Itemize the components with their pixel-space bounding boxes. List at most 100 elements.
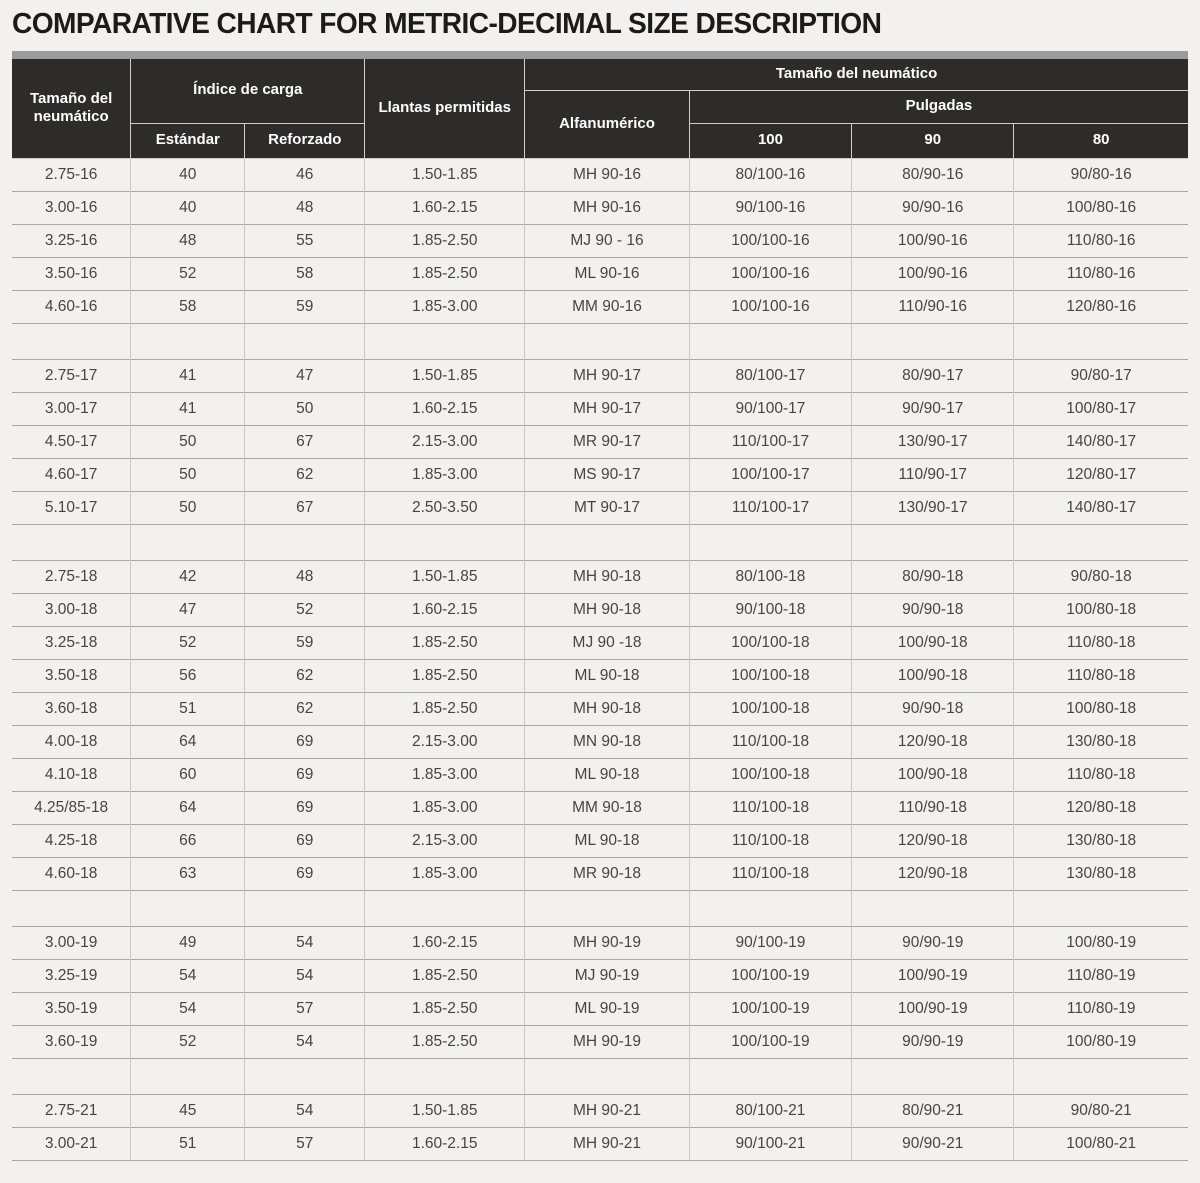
cell: 110/90-16 bbox=[851, 289, 1014, 323]
empty-cell bbox=[12, 322, 131, 359]
table-row: 3.00-17 41 50 1.60-2.15 MH 90-17 90/100-17 90/… bbox=[12, 391, 1188, 425]
cell: 60 bbox=[130, 757, 245, 791]
cell: 1.50-1.85 bbox=[364, 157, 525, 191]
spacer-row bbox=[12, 1057, 1188, 1094]
empty-cell bbox=[244, 889, 365, 926]
cell: 1.85-2.50 bbox=[364, 958, 525, 992]
cell: 1.85-2.50 bbox=[364, 991, 525, 1025]
cell: 110/80-16 bbox=[1013, 223, 1188, 257]
cell: 50 bbox=[130, 490, 245, 524]
cell: 40 bbox=[130, 190, 245, 224]
cell: 51 bbox=[130, 691, 245, 725]
cell: MH 90-17 bbox=[524, 391, 690, 425]
cell: 120/80-18 bbox=[1013, 790, 1188, 824]
cell: 4.25/85-18 bbox=[12, 790, 131, 824]
cell: 42 bbox=[130, 559, 245, 593]
cell: 45 bbox=[130, 1093, 245, 1127]
cell: ML 90-19 bbox=[524, 991, 690, 1025]
table-row: 4.60-18 63 69 1.85-3.00 MR 90-18 110/100-18 12… bbox=[12, 856, 1188, 890]
cell: 3.25-16 bbox=[12, 223, 131, 257]
cell: 69 bbox=[244, 856, 365, 890]
cell: 1.50-1.85 bbox=[364, 358, 525, 392]
cell: 110/90-18 bbox=[851, 790, 1014, 824]
cell: MJ 90-19 bbox=[524, 958, 690, 992]
cell: 50 bbox=[244, 391, 365, 425]
table-top-strip bbox=[12, 51, 1188, 59]
empty-cell bbox=[851, 889, 1014, 926]
cell: 47 bbox=[130, 592, 245, 626]
cell: 100/100-18 bbox=[688, 757, 852, 791]
cell: MM 90-18 bbox=[524, 790, 690, 824]
cell: 3.00-16 bbox=[12, 190, 131, 224]
table-row: 2.75-16 40 46 1.50-1.85 MH 90-16 80/100-16 80/… bbox=[12, 157, 1188, 191]
cell: 130/90-17 bbox=[851, 490, 1014, 524]
empty-cell bbox=[1013, 322, 1188, 359]
table-row: 3.25-18 52 59 1.85-2.50 MJ 90 -18 100/100-18 1… bbox=[12, 625, 1188, 659]
table-row: 4.00-18 64 69 2.15-3.00 MN 90-18 110/100-18 12… bbox=[12, 724, 1188, 758]
cell: 1.85-2.50 bbox=[364, 658, 525, 692]
table-row: 4.60-16 58 59 1.85-3.00 MM 90-16 100/100-16 11… bbox=[12, 289, 1188, 323]
cell: 100/80-19 bbox=[1013, 925, 1188, 959]
cell: 64 bbox=[130, 790, 245, 824]
cell: 2.75-16 bbox=[12, 157, 131, 191]
cell: 59 bbox=[244, 289, 365, 323]
cell: 58 bbox=[130, 289, 245, 323]
cell: MH 90-18 bbox=[524, 691, 690, 725]
cell: MH 90-19 bbox=[524, 1024, 690, 1058]
header-row-3: Estándar Reforzado 100 90 80 bbox=[12, 122, 1188, 159]
cell: 120/90-18 bbox=[851, 823, 1014, 857]
comparison-table: Tamaño del neumático Índice de carga Lla… bbox=[12, 59, 1188, 1161]
cell: MH 90-17 bbox=[524, 358, 690, 392]
cell: 1.85-3.00 bbox=[364, 790, 525, 824]
empty-cell bbox=[130, 889, 245, 926]
cell: 80/100-17 bbox=[688, 358, 852, 392]
header-reinforced: Reforzado bbox=[244, 122, 366, 159]
cell: 100/80-21 bbox=[1013, 1126, 1188, 1161]
empty-cell bbox=[12, 1057, 131, 1094]
cell: 100/90-19 bbox=[851, 991, 1014, 1025]
table-row: 3.25-16 48 55 1.85-2.50 MJ 90 - 16 100/100-16… bbox=[12, 223, 1188, 257]
cell: 66 bbox=[130, 823, 245, 857]
cell: 3.50-16 bbox=[12, 256, 131, 290]
cell: 90/80-21 bbox=[1013, 1093, 1188, 1127]
cell: 62 bbox=[244, 457, 365, 491]
table-row: 3.25-19 54 54 1.85-2.50 MJ 90-19 100/100-19 10… bbox=[12, 958, 1188, 992]
cell: MJ 90 - 16 bbox=[524, 223, 690, 257]
table-header: Tamaño del neumático Índice de carga Lla… bbox=[12, 59, 1188, 159]
cell: MR 90-18 bbox=[524, 856, 690, 890]
cell: MH 90-19 bbox=[524, 925, 690, 959]
cell: 100/100-18 bbox=[688, 658, 852, 692]
header-tire-size-right: Tamaño del neumático bbox=[524, 59, 1188, 91]
cell: 54 bbox=[244, 958, 365, 992]
cell: 41 bbox=[130, 391, 245, 425]
empty-cell bbox=[244, 1057, 365, 1094]
cell: 100/80-16 bbox=[1013, 190, 1188, 224]
cell: 100/80-19 bbox=[1013, 1024, 1188, 1058]
cell: 54 bbox=[244, 1093, 365, 1127]
cell: 100/90-16 bbox=[851, 223, 1014, 257]
cell: 4.60-18 bbox=[12, 856, 131, 890]
cell: ML 90-18 bbox=[524, 823, 690, 857]
cell: 90/100-16 bbox=[688, 190, 852, 224]
cell: 50 bbox=[130, 457, 245, 491]
cell: MM 90-16 bbox=[524, 289, 690, 323]
header-rims: Llantas permitidas bbox=[364, 59, 526, 159]
table-row: 4.10-18 60 69 1.85-3.00 ML 90-18 100/100-18 10… bbox=[12, 757, 1188, 791]
cell: 67 bbox=[244, 490, 365, 524]
cell: 1.60-2.15 bbox=[364, 592, 525, 626]
empty-cell bbox=[688, 523, 852, 560]
cell: MH 90-18 bbox=[524, 559, 690, 593]
table-row: 3.00-21 51 57 1.60-2.15 MH 90-21 90/100-21 90/… bbox=[12, 1126, 1188, 1161]
cell: 130/80-18 bbox=[1013, 856, 1188, 890]
cell: 80/90-21 bbox=[851, 1093, 1014, 1127]
cell: 3.00-19 bbox=[12, 925, 131, 959]
cell: 90/90-19 bbox=[851, 925, 1014, 959]
table-row: 3.00-18 47 52 1.60-2.15 MH 90-18 90/100-18 90/… bbox=[12, 592, 1188, 626]
header-load-index: Índice de carga bbox=[130, 59, 366, 124]
empty-cell bbox=[524, 889, 690, 926]
empty-cell bbox=[364, 523, 525, 560]
cell: 100/80-18 bbox=[1013, 691, 1188, 725]
cell: 51 bbox=[130, 1126, 245, 1161]
cell: MR 90-17 bbox=[524, 424, 690, 458]
spacer-row bbox=[12, 523, 1188, 560]
